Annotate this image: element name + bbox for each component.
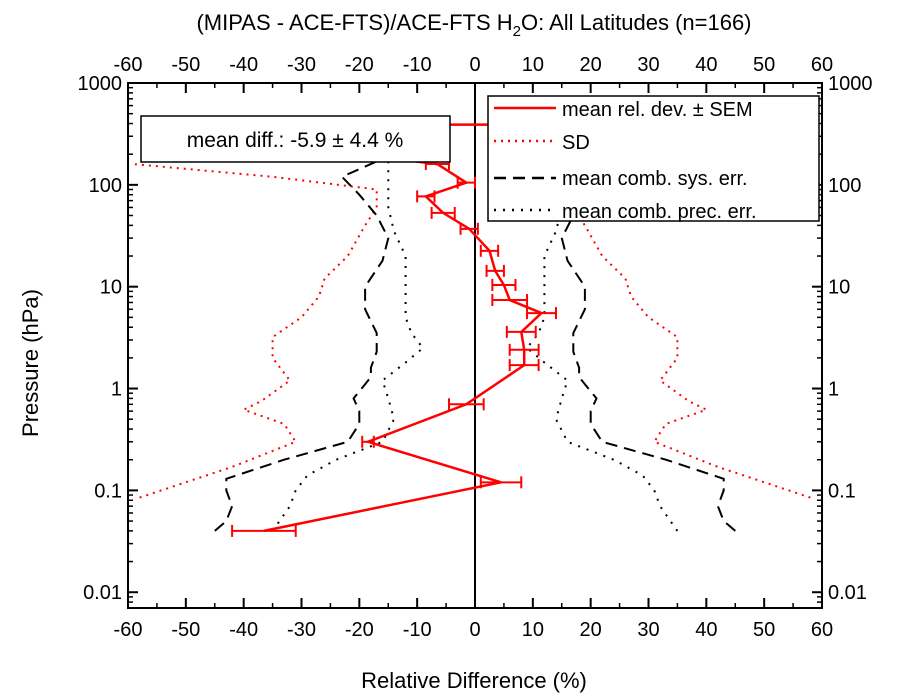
chart-title-main: (MIPAS - ACE-FTS)/ACE-FTS H [196,10,512,35]
x-tick-label-bottom: 30 [637,619,659,641]
mean-error-bar-4 [508,359,540,372]
y-tick-label-left: 1000 [78,73,123,95]
mean-error-bar-2 [361,435,375,448]
mean-error-bar-5 [508,343,540,356]
x-axis-label: Relative Difference (%) [361,668,587,693]
mean-error-bar-14 [416,190,436,203]
y-tick-label-left: 0.01 [83,582,122,604]
x-tick-label-top: 30 [637,54,659,76]
mean-error-bar-0 [231,524,297,537]
y-tick-label-right: 1 [828,379,839,401]
mean-error-bar-10 [485,264,505,277]
x-tick-label-bottom: -60 [114,619,143,641]
x-tick-label-top: -10 [403,54,432,76]
y-tick-label-right: 1000 [828,73,873,95]
x-tick-label-bottom: -20 [345,619,374,641]
mean-error-bar-9 [491,278,517,291]
x-tick-label-top: -60 [114,54,143,76]
sd-line-right [572,163,817,499]
mean-error-bar-11 [479,244,500,257]
x-tick-label-top: 40 [695,54,717,76]
x-tick-label-bottom: 50 [753,619,775,641]
x-tick-label-bottom: -30 [287,619,316,641]
x-tick-label-top: 60 [811,54,833,76]
y-tick-label-right: 0.1 [828,480,856,502]
mean-error-bar-12 [459,222,479,235]
x-tick-label-top: 50 [753,54,775,76]
legend-border [487,95,820,222]
mean-error-bar-6 [505,325,537,338]
x-tick-label-top: -50 [171,54,200,76]
y-tick-label-left: 10 [100,277,122,299]
x-tick-label-bottom: 60 [811,619,833,641]
legend-label-prec-err: mean comb. prec. err. [562,201,757,223]
chart-title-tail: O: All Latitudes (n=166) [521,10,752,35]
annotation-text: mean diff.: -5.9 ± 4.4 % [187,129,404,152]
legend-item-sys-err: mean comb. sys. err. [494,168,748,190]
y-axis-label: Pressure (hPa) [18,289,43,437]
chart-title-subscript: 2 [513,23,521,40]
mean-error-bar-15 [456,176,476,189]
x-tick-label-top: -20 [345,54,374,76]
sd-line-left [133,163,378,499]
x-tick-label-top: 10 [522,54,544,76]
legend: mean rel. dev. ± SEM SD mean comb. sys. … [487,95,820,223]
legend-item-prec-err: mean comb. prec. err. [494,201,757,223]
legend-item-mean: mean rel. dev. ± SEM [494,99,753,121]
x-tick-label-top: -30 [287,54,316,76]
x-tick-label-bottom: -10 [403,619,432,641]
mean-error-bar-8 [491,294,529,307]
legend-label-sd: SD [562,132,590,154]
mean-error-bar-7 [526,307,557,320]
y-tick-label-left: 100 [89,175,122,197]
sys-err-line-left [214,134,430,532]
x-tick-label-bottom: 0 [469,619,480,641]
legend-label-sys-err: mean comb. sys. err. [562,168,748,190]
x-tick-label-bottom: -50 [171,619,200,641]
x-tick-label-bottom: -40 [229,619,258,641]
x-tick-label-top: 0 [469,54,480,76]
mean-line [199,123,568,533]
x-tick-label-bottom: 10 [522,619,544,641]
x-tick-label-bottom: 20 [580,619,602,641]
y-tick-label-right: 0.01 [828,582,867,604]
y-tick-label-right: 10 [828,277,850,299]
x-tick-label-top: 20 [580,54,602,76]
x-tick-label-bottom: 40 [695,619,717,641]
annotation-border [140,115,451,163]
legend-item-sd: SD [494,132,590,154]
svg-text:(MIPAS - ACE-FTS)/ACE-FTS H2O:: (MIPAS - ACE-FTS)/ACE-FTS H2O: All Latit… [196,10,751,40]
chart-title: (MIPAS - ACE-FTS)/ACE-FTS H2O: All Latit… [196,10,751,40]
annotation-box: mean diff.: -5.9 ± 4.4 % [140,115,451,163]
mean-error-bar-1 [479,476,523,489]
mean-error-bar-13 [430,206,456,219]
legend-label-mean: mean rel. dev. ± SEM [562,99,753,121]
x-tick-label-top: -40 [229,54,258,76]
y-tick-label-left: 0.1 [94,480,122,502]
y-tick-label-left: 1 [111,379,122,401]
prec-err-line-left [271,122,425,532]
mean-error-bar-3 [447,398,485,411]
y-tick-label-right: 100 [828,175,861,197]
